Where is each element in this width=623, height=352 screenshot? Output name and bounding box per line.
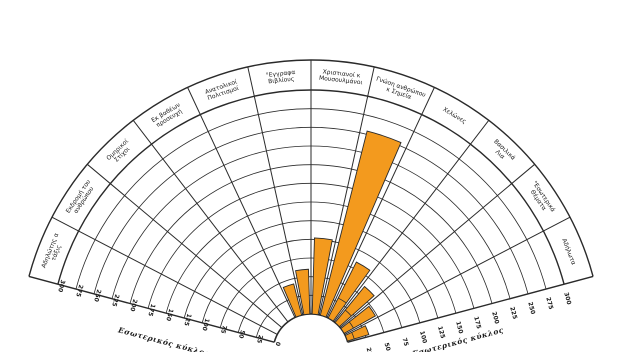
tick-label-right-3: 75 — [401, 337, 410, 347]
tick-label-right-5: 125 — [436, 325, 446, 339]
category-label-1: Εκδρομή τουανθρώπου — [65, 178, 98, 218]
grid-spoke — [333, 120, 490, 323]
tick-label-right-6: 150 — [454, 321, 464, 335]
tick-label-right-8: 200 — [490, 311, 500, 325]
bar-4 — [282, 283, 303, 318]
tick-label-right-2: 50 — [383, 342, 392, 352]
grid-spoke — [326, 87, 435, 318]
category-label-8: Χελώνες — [441, 106, 467, 125]
grid-spoke — [28, 275, 275, 343]
tick-label-right-1: 25 — [365, 347, 374, 352]
tick-label-left-2: 50 — [237, 329, 246, 339]
bar-9 — [334, 285, 375, 328]
category-label-5: °ΕγγραφαΒιβλίους — [265, 69, 296, 86]
tick-label-left-9: 225 — [110, 293, 120, 307]
grid-spoke — [347, 275, 594, 343]
category-label-4: ΑνατολικοίΠολιτισμοί — [204, 78, 240, 102]
tick-label-right-10: 250 — [526, 301, 536, 315]
bar-divider-11 — [351, 332, 355, 340]
grid-spoke — [187, 87, 296, 318]
grid-spoke — [339, 163, 536, 328]
tick-label-left-7: 175 — [146, 303, 156, 317]
bar-divider-8 — [338, 297, 347, 304]
grid-spoke — [344, 216, 571, 335]
category-label-10: °ΕσωτερικάΘέματα — [525, 180, 556, 217]
tick-label-right-9: 225 — [508, 306, 518, 320]
grid-spoke — [51, 216, 278, 335]
grid-spoke — [86, 163, 283, 328]
tick-label-left-10: 250 — [92, 289, 102, 303]
tick-label-left-1: 25 — [255, 334, 264, 344]
tick-label-left-8: 200 — [128, 298, 138, 312]
bar-10 — [340, 305, 377, 335]
tick-label-right-12: 300 — [562, 292, 572, 306]
tick-label-left-0: 0 — [274, 341, 282, 347]
bar-7 — [319, 130, 402, 318]
tick-label-left-12: 300 — [56, 279, 66, 293]
bar-5 — [295, 268, 311, 316]
grid-layer — [28, 59, 594, 343]
bar-6 — [311, 237, 333, 316]
bar-8 — [327, 261, 371, 322]
tick-label-left-5: 125 — [182, 313, 192, 327]
tick-label-left-6: 150 — [164, 308, 174, 322]
tick-label-left-4: 100 — [200, 318, 210, 332]
bar-divider-10 — [348, 321, 354, 329]
category-label-0: Αδηλώτης ατάξις — [40, 232, 66, 271]
tick-label-left-11: 275 — [74, 284, 84, 298]
bars-layer — [282, 130, 402, 342]
bar-divider-9 — [344, 309, 352, 317]
category-label-11: Αδήλωτα — [560, 238, 577, 266]
ticks-layer: 0255075100125150175200225250275300025507… — [56, 279, 572, 352]
grid-spoke — [247, 66, 304, 316]
tick-label-right-11: 275 — [544, 296, 554, 310]
grid-spoke — [132, 120, 289, 323]
axis-title-left: Εσωτερικός κύκλος — [116, 325, 210, 352]
tick-label-left-3: 75 — [219, 324, 228, 334]
tick-label-right-7: 175 — [472, 316, 482, 330]
category-label-6: Χριστιανοί κΜουσουλμάνοι — [319, 68, 364, 86]
tick-label-right-4: 100 — [418, 330, 428, 344]
bar-11 — [344, 325, 370, 342]
grid-spoke — [318, 66, 375, 316]
